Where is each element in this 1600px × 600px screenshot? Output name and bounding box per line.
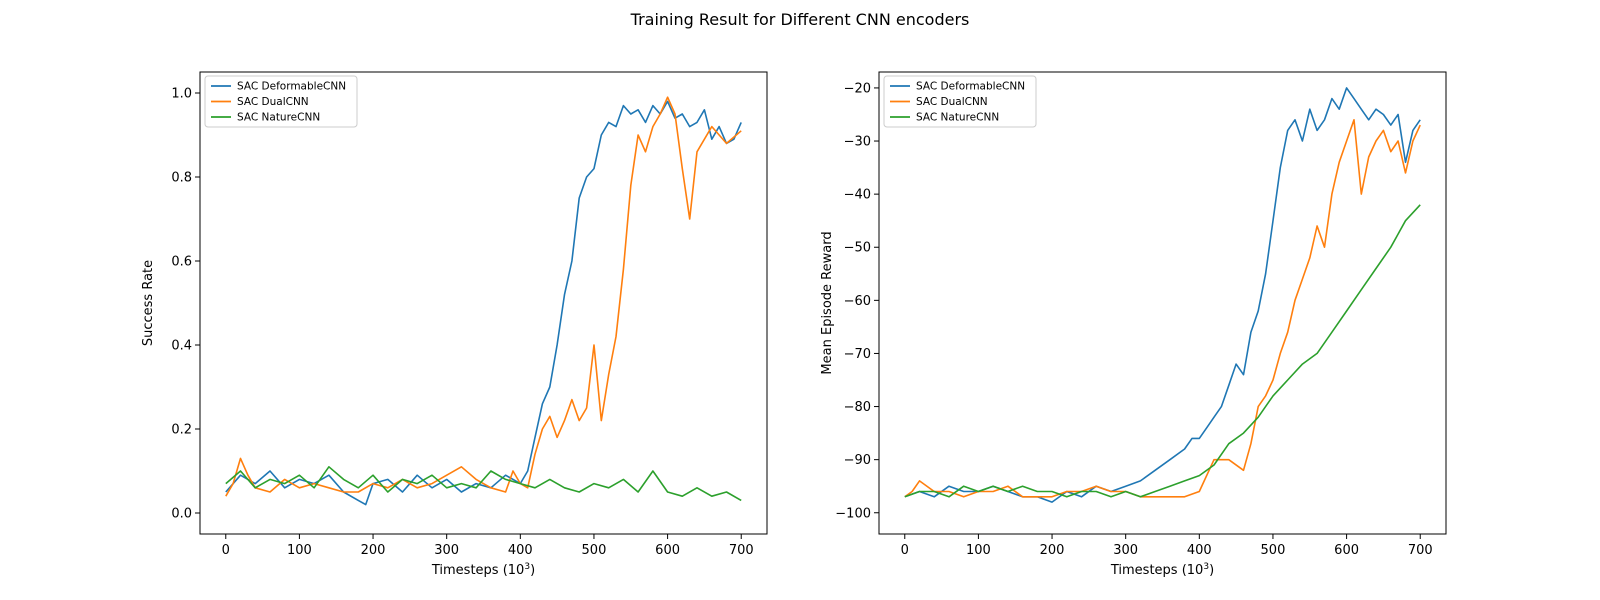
series-line-sac-dualcnn: [904, 119, 1421, 498]
y-tick-label: 0.0: [171, 507, 192, 522]
legend-label: SAC DualCNN: [237, 96, 309, 108]
legend-box: [883, 75, 1037, 128]
legend-label: SAC DeformableCNN: [237, 81, 346, 93]
y-tick-label: 0.2: [171, 423, 192, 438]
legend: SAC DeformableCNN SAC DualCNN SAC NatureCN…: [204, 75, 358, 128]
y-tick-label: −40: [844, 188, 871, 203]
x-axis-label: Timesteps (103): [1110, 562, 1214, 578]
subplots: 0 100 200 300 400 500 600 700 0.0 0.2 0.4 0.6 0.8 1.0…: [141, 71, 1447, 578]
x-tick-label: 100: [966, 543, 991, 558]
y-tick-label: 1.0: [171, 87, 192, 102]
y-tick-label: −50: [844, 241, 871, 256]
x-tick-label: 0: [222, 543, 230, 558]
legend-label: SAC NatureCNN: [916, 112, 999, 124]
y-tick-label: −20: [844, 81, 871, 96]
y-tick-label: 0.6: [171, 255, 192, 270]
figure-title: Training Result for Different CNN encode…: [630, 10, 970, 29]
x-tick-label: 600: [655, 543, 680, 558]
x-tick-label: 300: [1113, 543, 1138, 558]
x-tick-label: 600: [1334, 543, 1359, 558]
legend-box: [204, 75, 358, 128]
y-axis-label: Mean Episode Reward: [820, 231, 835, 374]
series-line-sac-deformablecnn: [225, 100, 742, 506]
y-axis-label: Success Rate: [141, 260, 156, 346]
subplot-1: 0 100 200 300 400 500 600 700 0.0 0.2 0.4 0.6 0.8 1.0…: [141, 71, 768, 578]
axes-frame: [199, 71, 768, 535]
x-tick-label: 200: [1040, 543, 1065, 558]
axes-frame: [878, 71, 1447, 535]
series-line-sac-naturecnn: [904, 204, 1421, 498]
x-tick-label: 700: [729, 543, 754, 558]
x-axis-label: Timesteps (103): [431, 562, 535, 578]
x-tick-label: 400: [1187, 543, 1212, 558]
legend-label: SAC DeformableCNN: [916, 81, 1025, 93]
legend-label: SAC DualCNN: [916, 96, 988, 108]
subplot-2: 0 100 200 300 400 500 600 700 −100 −90 −80 −70 −60 −5…: [820, 71, 1447, 578]
x-tick-label: 700: [1408, 543, 1433, 558]
y-tick-label: 0.8: [171, 171, 192, 186]
x-tick-label: 500: [582, 543, 607, 558]
x-tick-label: 200: [361, 543, 386, 558]
legend: SAC DeformableCNN SAC DualCNN SAC NatureCN…: [883, 75, 1037, 128]
series-line-sac-dualcnn: [225, 96, 742, 497]
series-line-sac-naturecnn: [225, 465, 742, 502]
series-lines: [225, 96, 742, 506]
y-tick-label: −100: [835, 506, 871, 521]
x-tick-label: 500: [1261, 543, 1286, 558]
y-tick-label: −60: [844, 294, 871, 309]
y-tick-label: −80: [844, 400, 871, 415]
legend-label: SAC NatureCNN: [237, 112, 320, 124]
x-tick-label: 400: [508, 543, 533, 558]
y-tick-label: −90: [844, 453, 871, 468]
y-tick-label: −30: [844, 135, 871, 150]
y-tick-label: 0.4: [171, 339, 192, 354]
x-tick-label: 100: [287, 543, 312, 558]
x-tick-label: 300: [434, 543, 459, 558]
x-tick-label: 0: [901, 543, 909, 558]
y-tick-label: −70: [844, 347, 871, 362]
series-lines: [904, 87, 1421, 503]
